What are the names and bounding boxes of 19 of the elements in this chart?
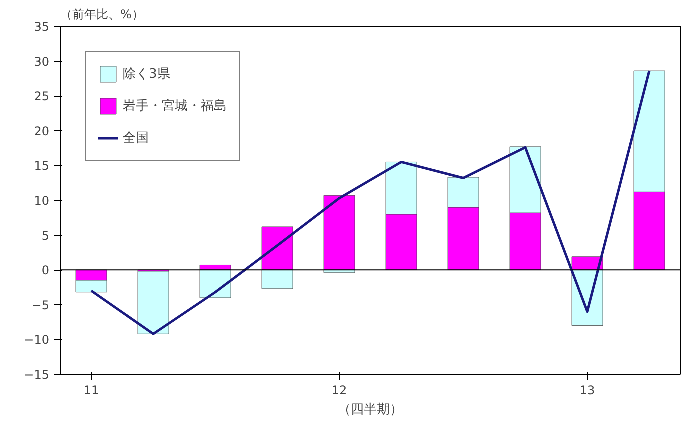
y-tick-label: 20 [34, 124, 50, 138]
x-tick-label: 11 [84, 384, 100, 398]
legend-label: 全国 [123, 130, 149, 147]
y-tick-label: 35 [34, 20, 50, 34]
y-tick-label: 0 [42, 264, 50, 278]
x-tick-label: 13 [580, 384, 596, 398]
y-tick-label: −15 [24, 368, 50, 382]
y-tick-label: 10 [34, 194, 50, 208]
legend-label: 除く3県 [123, 66, 170, 83]
y-tick-label: −5 [32, 298, 50, 312]
y-tick-label: −10 [24, 333, 50, 348]
y-tick-label: 5 [42, 228, 50, 243]
y-tick-label: 30 [34, 54, 50, 69]
legend-label: 岩手・宮城・福島 [123, 98, 227, 115]
y-tick-label: 15 [34, 159, 50, 174]
x-tick-label: 12 [332, 384, 348, 398]
x-axis-title: （四半期） [338, 402, 403, 418]
y-axis-title: （前年比、%） [60, 8, 144, 22]
y-tick-label: 25 [34, 90, 50, 104]
